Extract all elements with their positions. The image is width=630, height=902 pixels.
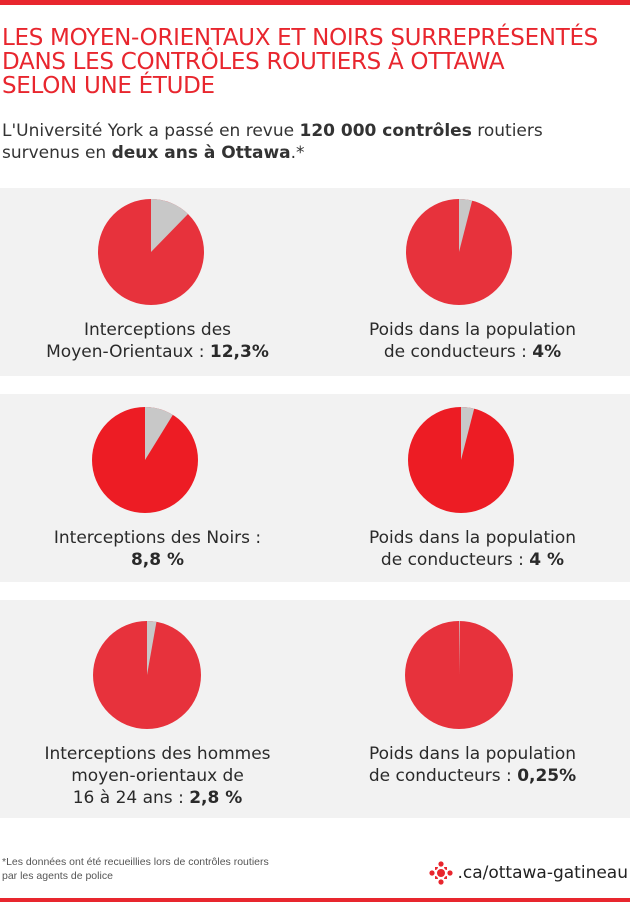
chart-cell: Interceptions des hommes moyen-orientaux… <box>0 600 315 818</box>
chart-label: Poids dans la population de conducteurs … <box>315 743 630 787</box>
pie-slice-highlight <box>145 407 173 460</box>
pie-chart-interceptions-young-men <box>93 621 201 729</box>
label-value: 8,8 % <box>130 550 185 570</box>
pie-slice-highlight <box>459 199 473 252</box>
label-value: 12,3% <box>209 342 269 362</box>
top-accent-bar <box>0 0 630 5</box>
title-line-1: LES MOYEN-ORIENTAUX ET NOIRS SURREPRÉSEN… <box>2 25 598 51</box>
pie-slice-highlight <box>151 199 189 252</box>
chart-cell: Interceptions des Moyen-Orientaux : 12,3… <box>0 188 315 376</box>
label-value: 4% <box>532 342 562 362</box>
label-line: 16 à 24 ans : <box>72 788 190 808</box>
intro-part: survenus en <box>2 143 112 163</box>
label-line: Interceptions des <box>83 320 232 340</box>
intro-bold-period: deux ans à Ottawa <box>111 143 291 163</box>
label-line: moyen-orientaux de <box>71 766 244 786</box>
chart-label: Poids dans la population de conducteurs … <box>315 527 630 571</box>
radio-canada-gem-icon <box>429 861 454 885</box>
intro-bold-count: 120 000 contrôles <box>299 121 472 141</box>
label-line: Interceptions des hommes <box>44 744 271 764</box>
brand-link[interactable]: .ca/ottawa-gatineau <box>429 858 628 888</box>
pie-chart-interceptions-black <box>92 407 198 513</box>
chart-cell: Poids dans la population de conducteurs … <box>315 188 630 376</box>
label-line: Poids dans la population <box>368 528 577 548</box>
pie-chart-population-middle-eastern <box>406 199 512 305</box>
panel-black: Interceptions des Noirs : 8,8 % Poids da… <box>0 394 630 582</box>
label-line: de conducteurs : <box>380 550 530 570</box>
pie-slice-highlight <box>461 407 475 460</box>
pie-chart-population-black <box>408 407 514 513</box>
page-title: LES MOYEN-ORIENTAUX ET NOIRS SURREPRÉSEN… <box>2 26 628 98</box>
title-line-3: SELON UNE ÉTUDE <box>2 73 215 99</box>
pie-slice-highlight <box>147 621 157 675</box>
chart-label: Poids dans la population de conducteurs … <box>315 319 630 363</box>
pie-chart-interceptions-middle-eastern <box>98 199 204 305</box>
footnote-line: *Les données ont été recueillies lors de… <box>2 856 269 868</box>
panel-middle-eastern: Interceptions des Moyen-Orientaux : 12,3… <box>0 188 630 376</box>
chart-label: Interceptions des hommes moyen-orientaux… <box>0 743 315 809</box>
chart-label: Interceptions des Noirs : 8,8 % <box>0 527 315 571</box>
label-value: 0,25% <box>517 766 577 786</box>
chart-cell: Interceptions des Noirs : 8,8 % <box>0 394 315 582</box>
pie-chart-population-young-men <box>405 621 513 729</box>
title-line-2: DANS LES CONTRÔLES ROUTIERS À OTTAWA <box>2 49 505 75</box>
label-value: 2,8 % <box>189 788 243 808</box>
footnote: *Les données ont été recueillies lors de… <box>2 855 332 883</box>
intro-text: L'Université York a passé en revue 120 0… <box>2 120 622 164</box>
pie-slice-highlight <box>459 621 460 675</box>
footnote-line: par les agents de police <box>2 870 113 882</box>
label-line: Moyen-Orientaux : <box>46 342 210 362</box>
intro-part: routiers <box>471 121 543 141</box>
brand-text: .ca/ottawa-gatineau <box>457 863 628 883</box>
panel-young-men: Interceptions des hommes moyen-orientaux… <box>0 600 630 818</box>
chart-label: Interceptions des Moyen-Orientaux : 12,3… <box>0 319 315 363</box>
label-value: 4 % <box>529 550 565 570</box>
label-line: Poids dans la population <box>368 744 577 764</box>
label-line: de conducteurs : <box>368 766 518 786</box>
intro-part: L'Université York a passé en revue <box>2 121 300 141</box>
chart-cell: Poids dans la population de conducteurs … <box>315 600 630 818</box>
bottom-accent-bar <box>0 898 630 902</box>
chart-cell: Poids dans la population de conducteurs … <box>315 394 630 582</box>
label-line: Interceptions des Noirs : <box>53 528 262 548</box>
label-line: de conducteurs : <box>383 342 533 362</box>
label-line: Poids dans la population <box>368 320 577 340</box>
intro-part: .* <box>290 143 305 163</box>
